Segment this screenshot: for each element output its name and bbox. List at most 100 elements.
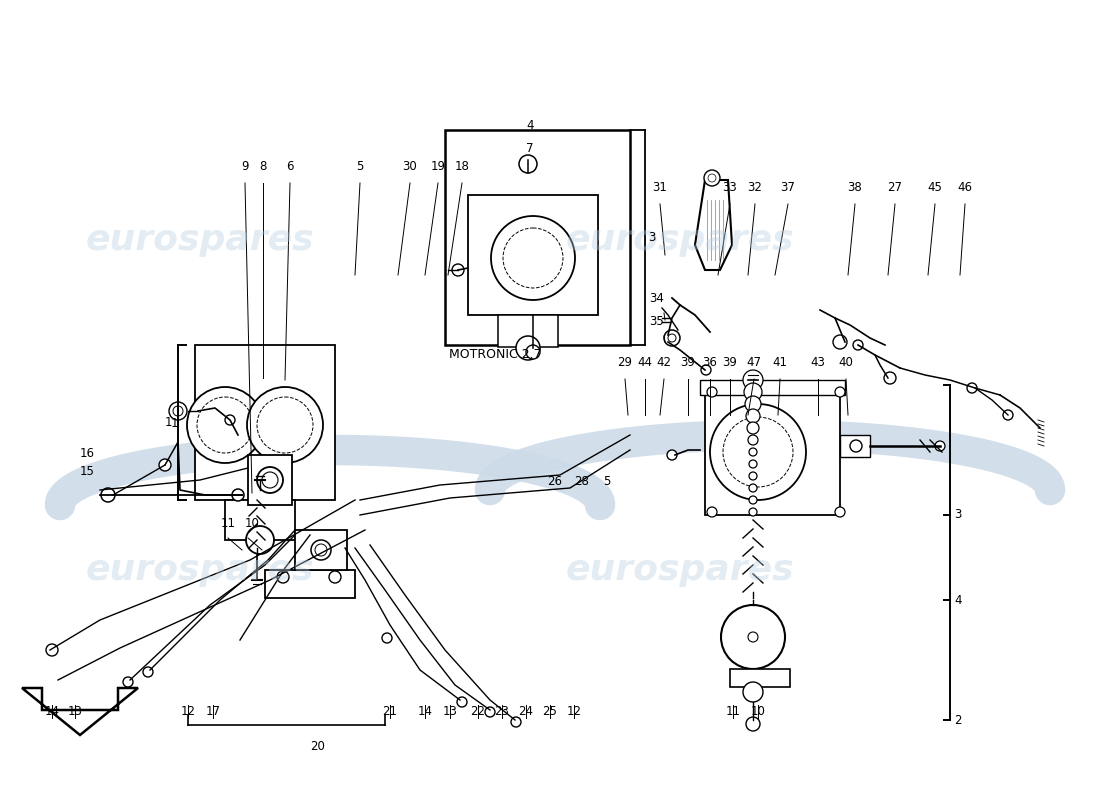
Circle shape xyxy=(935,441,945,451)
Bar xyxy=(468,195,598,315)
Bar xyxy=(705,385,840,515)
Circle shape xyxy=(720,605,785,669)
Text: eurospares: eurospares xyxy=(565,223,794,257)
Text: eurospares: eurospares xyxy=(565,553,794,587)
Circle shape xyxy=(485,707,495,717)
Text: 2: 2 xyxy=(954,714,961,726)
Text: 37: 37 xyxy=(781,181,795,194)
Circle shape xyxy=(833,335,847,349)
Text: 1: 1 xyxy=(170,417,178,430)
Text: 11: 11 xyxy=(220,517,235,530)
Circle shape xyxy=(160,459,170,471)
Bar xyxy=(248,455,292,505)
Text: 16: 16 xyxy=(80,447,95,460)
Circle shape xyxy=(707,387,717,397)
Circle shape xyxy=(742,370,763,390)
Circle shape xyxy=(315,544,327,556)
Circle shape xyxy=(664,330,680,346)
Text: 5: 5 xyxy=(356,160,364,173)
Circle shape xyxy=(232,489,244,501)
Text: 41: 41 xyxy=(772,356,788,369)
Text: 38: 38 xyxy=(848,181,862,194)
Text: MOTRONIC 2.7: MOTRONIC 2.7 xyxy=(449,348,541,361)
Text: 35: 35 xyxy=(649,315,664,328)
Circle shape xyxy=(850,440,862,452)
Circle shape xyxy=(748,435,758,445)
Circle shape xyxy=(1003,410,1013,420)
Text: 20: 20 xyxy=(310,740,326,753)
Circle shape xyxy=(101,488,116,502)
Bar xyxy=(295,530,346,570)
Text: 32: 32 xyxy=(748,181,762,194)
Circle shape xyxy=(512,717,521,727)
Circle shape xyxy=(226,415,235,425)
Text: 15: 15 xyxy=(80,465,95,478)
Text: 9: 9 xyxy=(241,160,249,173)
Text: eurospares: eurospares xyxy=(86,223,315,257)
Text: 14: 14 xyxy=(418,705,432,718)
Text: 5: 5 xyxy=(603,475,611,488)
Text: 14: 14 xyxy=(44,705,59,718)
Circle shape xyxy=(746,409,760,423)
Circle shape xyxy=(503,228,563,288)
Text: 43: 43 xyxy=(811,356,825,369)
Circle shape xyxy=(46,644,58,656)
Circle shape xyxy=(745,396,761,412)
Circle shape xyxy=(749,484,757,492)
Circle shape xyxy=(742,682,763,702)
Bar xyxy=(226,500,295,540)
Circle shape xyxy=(835,387,845,397)
Text: 3: 3 xyxy=(648,231,656,244)
Circle shape xyxy=(277,571,289,583)
Circle shape xyxy=(329,571,341,583)
Circle shape xyxy=(704,170,720,186)
Circle shape xyxy=(257,397,314,453)
Text: 18: 18 xyxy=(454,160,470,173)
Circle shape xyxy=(143,667,153,677)
Circle shape xyxy=(835,507,845,517)
Text: 4: 4 xyxy=(954,594,961,606)
Text: 46: 46 xyxy=(957,181,972,194)
Circle shape xyxy=(749,496,757,504)
Circle shape xyxy=(262,472,278,488)
Circle shape xyxy=(257,467,283,493)
Text: 21: 21 xyxy=(383,705,397,718)
Circle shape xyxy=(197,397,253,453)
Circle shape xyxy=(516,336,540,360)
Circle shape xyxy=(382,633,392,643)
Text: 24: 24 xyxy=(518,705,534,718)
Text: 31: 31 xyxy=(652,181,668,194)
Text: 1: 1 xyxy=(165,415,172,429)
Text: 26: 26 xyxy=(548,475,562,488)
Text: 27: 27 xyxy=(888,181,902,194)
Text: 40: 40 xyxy=(838,356,854,369)
Circle shape xyxy=(668,334,676,342)
Circle shape xyxy=(187,387,263,463)
Text: 29: 29 xyxy=(617,356,632,369)
Circle shape xyxy=(884,372,896,384)
Bar xyxy=(840,435,870,457)
Text: 45: 45 xyxy=(927,181,943,194)
Circle shape xyxy=(123,677,133,687)
Circle shape xyxy=(701,365,711,375)
Circle shape xyxy=(456,697,468,707)
Text: 47: 47 xyxy=(747,356,761,369)
Text: 12: 12 xyxy=(566,705,582,718)
Circle shape xyxy=(526,345,540,359)
Text: 10: 10 xyxy=(750,705,766,718)
Circle shape xyxy=(311,540,331,560)
Text: 13: 13 xyxy=(67,705,82,718)
Text: eurospares: eurospares xyxy=(86,553,315,587)
Circle shape xyxy=(746,717,760,731)
Text: 17: 17 xyxy=(206,705,220,718)
Text: 12: 12 xyxy=(180,705,196,718)
Text: 6: 6 xyxy=(286,160,294,173)
Text: 33: 33 xyxy=(723,181,737,194)
Text: 39: 39 xyxy=(681,356,695,369)
Circle shape xyxy=(749,508,757,516)
Circle shape xyxy=(967,383,977,393)
Bar xyxy=(195,345,336,500)
Circle shape xyxy=(248,387,323,463)
Text: 7: 7 xyxy=(526,142,534,155)
Text: 44: 44 xyxy=(638,356,652,369)
